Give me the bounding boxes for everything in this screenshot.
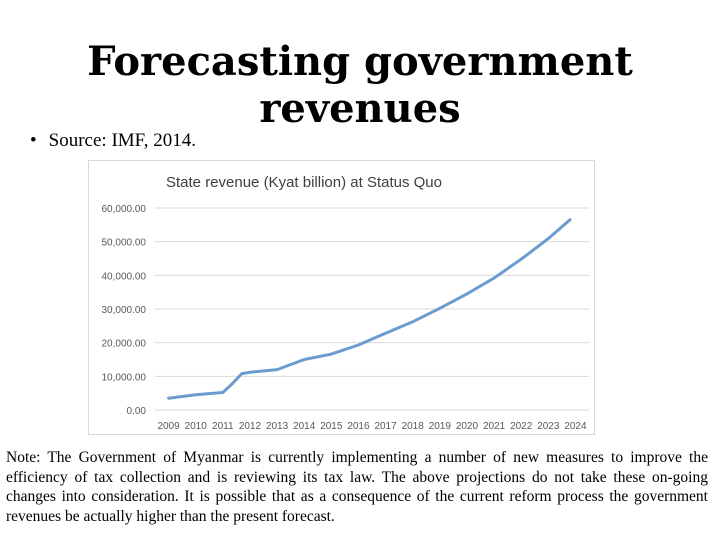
x-tick-label: 2015: [320, 421, 343, 432]
x-tick-label: 2011: [212, 421, 234, 432]
x-tick-label: 2020: [456, 421, 479, 432]
x-tick-label: 2022: [510, 421, 533, 432]
x-tick-label: 2023: [537, 421, 560, 432]
y-tick-label: 10,000.00: [102, 372, 147, 383]
y-tick-label: 40,000.00: [102, 271, 147, 282]
slide-title: Forecasting government revenues: [87, 38, 633, 132]
x-tick-label: 2018: [402, 421, 425, 432]
note-paragraph: Note: The Government of Myanmar is curre…: [6, 449, 708, 525]
x-tick-label: 2013: [266, 421, 289, 432]
y-tick-label: 50,000.00: [102, 238, 147, 249]
source-line: • Source: IMF, 2014.: [30, 130, 196, 152]
x-tick-label: 2019: [429, 421, 452, 432]
x-tick-label: 2014: [293, 421, 316, 432]
series-line: [167, 218, 572, 400]
x-tick-label: 2010: [185, 421, 208, 432]
y-tick-label: 20,000.00: [102, 339, 147, 350]
x-tick-label: 2016: [347, 421, 370, 432]
x-tick-label: 2009: [157, 421, 180, 432]
x-tick-label: 2024: [564, 421, 587, 432]
source-text: Source: IMF, 2014.: [48, 130, 196, 151]
revenue-line-chart: State revenue (Kyat billion) at Status Q…: [102, 174, 589, 432]
chart-frame: State revenue (Kyat billion) at Status Q…: [88, 160, 595, 435]
y-tick-label: 0.00: [127, 406, 147, 417]
bullet-icon: •: [30, 130, 37, 151]
chart-title: State revenue (Kyat billion) at Status Q…: [166, 174, 442, 191]
x-tick-label: 2021: [483, 421, 506, 432]
y-tick-label: 30,000.00: [102, 305, 147, 316]
x-tick-label: 2012: [239, 421, 262, 432]
x-tick-label: 2017: [374, 421, 397, 432]
y-tick-label: 60,000.00: [102, 204, 147, 215]
